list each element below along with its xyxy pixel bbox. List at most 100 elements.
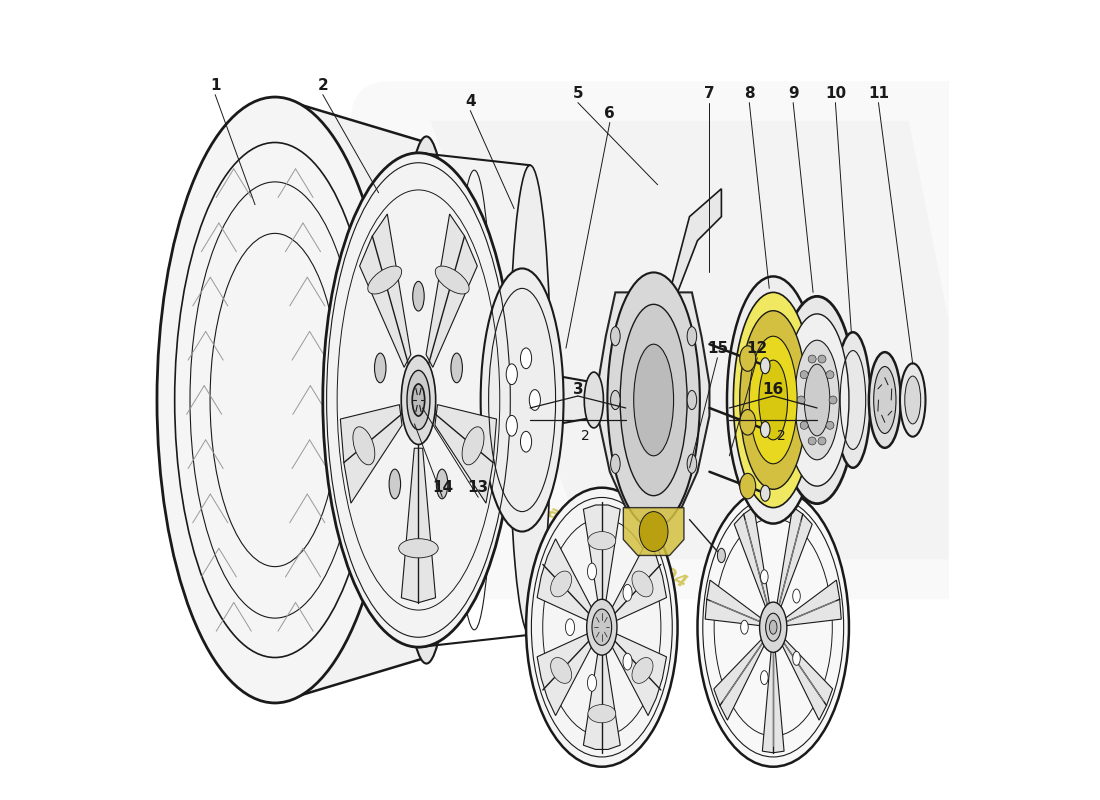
Ellipse shape	[760, 670, 768, 685]
Polygon shape	[612, 539, 667, 621]
Ellipse shape	[688, 390, 696, 410]
Text: 2: 2	[582, 429, 591, 443]
Text: a passion for parts since 1994: a passion for parts since 1994	[410, 432, 690, 591]
Polygon shape	[583, 505, 620, 603]
Polygon shape	[714, 639, 764, 720]
Ellipse shape	[739, 410, 756, 435]
Ellipse shape	[437, 469, 448, 499]
Ellipse shape	[800, 422, 808, 430]
Ellipse shape	[798, 396, 805, 404]
FancyBboxPatch shape	[351, 81, 1004, 599]
Ellipse shape	[905, 376, 921, 424]
Ellipse shape	[632, 658, 653, 683]
Text: 4: 4	[465, 94, 475, 109]
Ellipse shape	[727, 277, 820, 523]
Ellipse shape	[818, 437, 826, 445]
Polygon shape	[360, 214, 411, 367]
Ellipse shape	[412, 384, 425, 416]
Text: 2: 2	[777, 429, 785, 443]
Ellipse shape	[620, 304, 688, 496]
Ellipse shape	[520, 431, 531, 452]
Polygon shape	[537, 634, 593, 715]
Text: 11: 11	[868, 86, 889, 101]
Polygon shape	[340, 405, 402, 503]
Text: 15: 15	[707, 341, 728, 356]
Ellipse shape	[739, 474, 756, 499]
Ellipse shape	[818, 355, 826, 363]
Ellipse shape	[760, 602, 786, 652]
Ellipse shape	[869, 352, 901, 448]
Ellipse shape	[623, 654, 632, 670]
Polygon shape	[624, 508, 684, 555]
Ellipse shape	[436, 266, 470, 294]
Text: 14: 14	[432, 480, 453, 495]
Ellipse shape	[740, 620, 748, 634]
Ellipse shape	[688, 454, 696, 474]
Ellipse shape	[760, 486, 770, 502]
Ellipse shape	[529, 390, 540, 410]
Text: 8: 8	[744, 86, 755, 101]
Ellipse shape	[766, 614, 781, 641]
Polygon shape	[777, 507, 812, 608]
Ellipse shape	[367, 266, 402, 294]
Ellipse shape	[402, 355, 436, 445]
Ellipse shape	[688, 326, 696, 346]
Ellipse shape	[779, 296, 856, 504]
Ellipse shape	[808, 437, 816, 445]
Text: 3: 3	[573, 382, 583, 397]
Ellipse shape	[592, 609, 612, 646]
Text: 9: 9	[788, 86, 799, 101]
Polygon shape	[705, 580, 761, 626]
Polygon shape	[537, 539, 593, 621]
Ellipse shape	[697, 488, 849, 766]
Text: 1: 1	[210, 78, 220, 93]
Ellipse shape	[759, 360, 788, 440]
Ellipse shape	[804, 364, 829, 436]
Ellipse shape	[389, 469, 400, 499]
Ellipse shape	[551, 571, 572, 597]
Ellipse shape	[835, 332, 870, 468]
Ellipse shape	[322, 153, 514, 647]
Ellipse shape	[826, 370, 834, 378]
Polygon shape	[734, 507, 770, 608]
Ellipse shape	[610, 390, 620, 410]
Ellipse shape	[584, 372, 604, 428]
Text: 7: 7	[704, 86, 715, 101]
Ellipse shape	[639, 512, 668, 551]
Polygon shape	[612, 634, 667, 715]
Ellipse shape	[412, 282, 425, 311]
Ellipse shape	[509, 166, 551, 634]
Polygon shape	[762, 650, 784, 753]
Ellipse shape	[587, 705, 616, 722]
Ellipse shape	[829, 396, 837, 404]
Ellipse shape	[451, 353, 462, 382]
Ellipse shape	[587, 674, 596, 691]
Ellipse shape	[826, 422, 834, 430]
Ellipse shape	[157, 97, 393, 703]
Ellipse shape	[769, 620, 777, 634]
Polygon shape	[430, 121, 948, 559]
Ellipse shape	[565, 619, 574, 635]
Text: 12: 12	[747, 341, 768, 356]
Polygon shape	[402, 448, 436, 602]
Ellipse shape	[760, 570, 768, 584]
Ellipse shape	[794, 340, 839, 460]
Ellipse shape	[793, 589, 801, 603]
Polygon shape	[782, 639, 833, 720]
Text: 10: 10	[825, 86, 846, 101]
Ellipse shape	[397, 137, 455, 663]
Ellipse shape	[749, 336, 798, 464]
Ellipse shape	[526, 488, 678, 766]
Ellipse shape	[739, 310, 806, 490]
Text: 5: 5	[573, 86, 583, 101]
Ellipse shape	[739, 346, 756, 371]
Ellipse shape	[520, 348, 531, 369]
Polygon shape	[426, 214, 477, 367]
Ellipse shape	[634, 344, 673, 456]
Text: 13: 13	[468, 480, 488, 495]
Ellipse shape	[374, 353, 386, 382]
Polygon shape	[583, 651, 620, 750]
Ellipse shape	[587, 532, 616, 550]
Polygon shape	[638, 189, 722, 292]
Text: 6: 6	[604, 106, 615, 121]
